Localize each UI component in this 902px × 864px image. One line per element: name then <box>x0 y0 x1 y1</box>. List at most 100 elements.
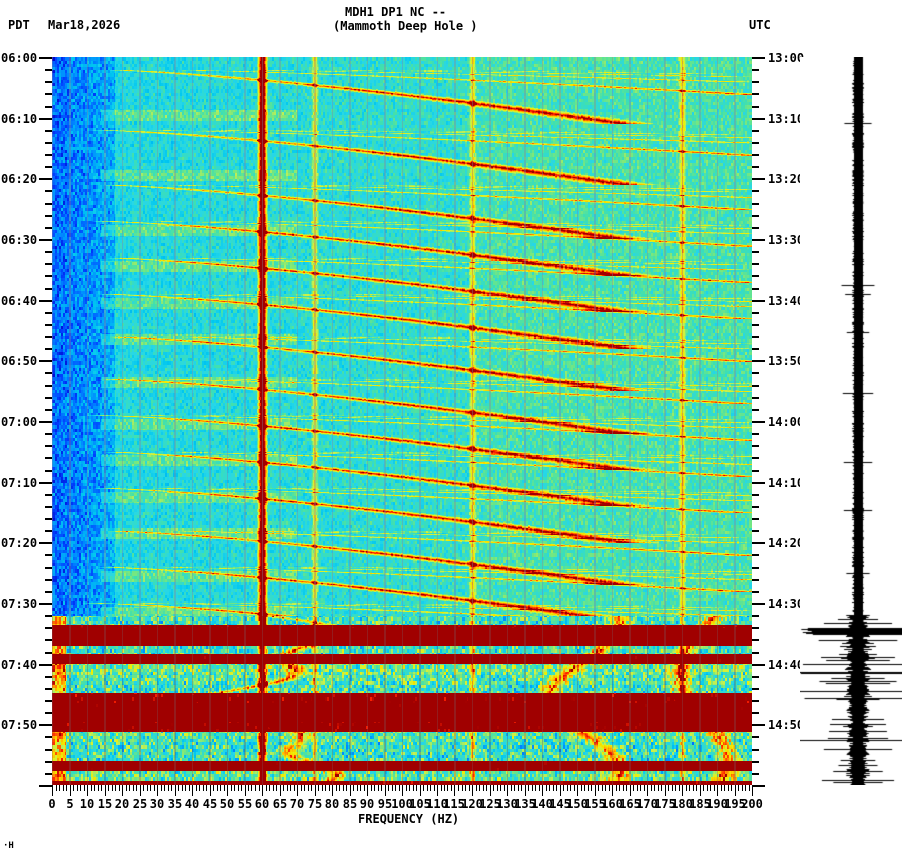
frequency-axis-tick <box>325 785 326 791</box>
left-axis-tick <box>45 470 52 472</box>
frequency-axis-tick <box>633 785 634 791</box>
frequency-axis-tick <box>703 785 704 791</box>
left-axis-tick <box>39 300 52 302</box>
left-time-tick-label: 06:40 <box>1 294 38 308</box>
frequency-axis-tick <box>640 785 641 791</box>
left-time-tick-label: 07:10 <box>1 476 38 490</box>
right-axis-tick <box>752 773 759 775</box>
frequency-axis-tick <box>255 785 256 791</box>
frequency-tick-label: 105 <box>409 797 431 811</box>
right-axis-tick <box>752 57 765 59</box>
frequency-axis-tick <box>560 785 561 796</box>
frequency-axis-tick <box>507 785 508 796</box>
left-axis-tick <box>39 664 52 666</box>
right-axis-tick <box>752 106 759 108</box>
right-axis-tick <box>752 118 765 120</box>
frequency-axis-tick <box>430 785 431 791</box>
spectrogram-plot[interactable] <box>52 57 752 785</box>
left-time-tick-label: 07:40 <box>1 658 38 672</box>
frequency-axis-tick <box>287 785 288 791</box>
left-axis-tick <box>45 130 52 132</box>
frequency-axis-tick <box>63 785 64 791</box>
frequency-axis-tick <box>735 785 736 796</box>
frequency-axis-tick <box>521 785 522 791</box>
frequency-axis-tick <box>357 785 358 791</box>
frequency-axis-tick <box>588 785 589 791</box>
frequency-axis-tick <box>332 785 333 796</box>
frequency-axis-tick <box>717 785 718 796</box>
left-axis-tick <box>45 712 52 714</box>
frequency-axis-tick <box>301 785 302 791</box>
frequency-tick-label: 140 <box>531 797 553 811</box>
left-axis-tick <box>45 554 52 556</box>
right-axis-tick <box>752 506 759 508</box>
frequency-axis-tick <box>318 785 319 791</box>
frequency-axis-tick <box>462 785 463 791</box>
left-time-tick-label: 07:20 <box>1 536 38 550</box>
right-axis-tick <box>752 239 765 241</box>
frequency-axis-tick <box>476 785 477 791</box>
frequency-axis-tick <box>546 785 547 791</box>
frequency-tick-label: 155 <box>584 797 606 811</box>
right-axis-tick <box>752 482 765 484</box>
frequency-axis-tick <box>423 785 424 791</box>
frequency-axis-tick <box>542 785 543 796</box>
frequency-tick-label: 150 <box>566 797 588 811</box>
frequency-axis-tick <box>339 785 340 791</box>
frequency-axis-tick <box>630 785 631 796</box>
left-axis-tick <box>45 627 52 629</box>
left-axis-tick <box>45 227 52 229</box>
frequency-axis-tick <box>231 785 232 791</box>
frequency-axis-tick <box>217 785 218 791</box>
frequency-axis-tick <box>185 785 186 791</box>
left-axis-tick <box>45 166 52 168</box>
right-axis-tick <box>752 736 759 738</box>
left-axis-tick <box>45 700 52 702</box>
frequency-axis-tick <box>262 785 263 796</box>
frequency-axis-tick <box>584 785 585 791</box>
frequency-tick-label: 160 <box>601 797 623 811</box>
frequency-axis-tick <box>479 785 480 791</box>
frequency-axis-tick <box>525 785 526 796</box>
frequency-tick-label: 80 <box>324 797 340 811</box>
left-axis-tick <box>45 190 52 192</box>
frequency-axis-tick <box>549 785 550 791</box>
right-axis-tick <box>752 312 759 314</box>
frequency-axis-tick <box>553 785 554 791</box>
right-axis-tick <box>752 275 759 277</box>
frequency-axis-tick <box>374 785 375 791</box>
frequency-tick-label: 175 <box>654 797 676 811</box>
frequency-axis-tick <box>175 785 176 796</box>
frequency-axis-tick <box>115 785 116 791</box>
left-time-tick-label: 07:30 <box>1 597 38 611</box>
left-time-tick-label: 07:50 <box>1 718 38 732</box>
frequency-axis-tick <box>689 785 690 791</box>
frequency-axis-tick <box>266 785 267 791</box>
frequency-axis-tick <box>280 785 281 796</box>
frequency-axis-tick <box>350 785 351 796</box>
left-axis-tick <box>45 275 52 277</box>
frequency-axis-tick <box>248 785 249 791</box>
left-time-tick-label: 06:30 <box>1 233 38 247</box>
frequency-axis-tick <box>623 785 624 791</box>
right-axis-tick <box>752 712 759 714</box>
left-axis-tick <box>45 142 52 144</box>
frequency-axis-tick <box>119 785 120 791</box>
left-time-tick-label: 06:20 <box>1 172 38 186</box>
right-axis-tick <box>752 676 759 678</box>
frequency-axis-tick <box>311 785 312 791</box>
frequency-tick-label: 90 <box>359 797 375 811</box>
right-axis-tick <box>752 397 759 399</box>
right-axis-tick <box>752 166 759 168</box>
frequency-axis-tick <box>388 785 389 791</box>
left-axis-tick <box>45 761 52 763</box>
seismogram-trace <box>800 57 902 785</box>
right-axis-tick <box>752 530 759 532</box>
frequency-axis-tick <box>665 785 666 796</box>
frequency-axis-tick <box>290 785 291 791</box>
frequency-axis-tick <box>140 785 141 796</box>
frequency-axis-tick <box>574 785 575 791</box>
frequency-axis-tick <box>451 785 452 791</box>
frequency-axis-tick <box>304 785 305 791</box>
frequency-axis-tick <box>245 785 246 796</box>
